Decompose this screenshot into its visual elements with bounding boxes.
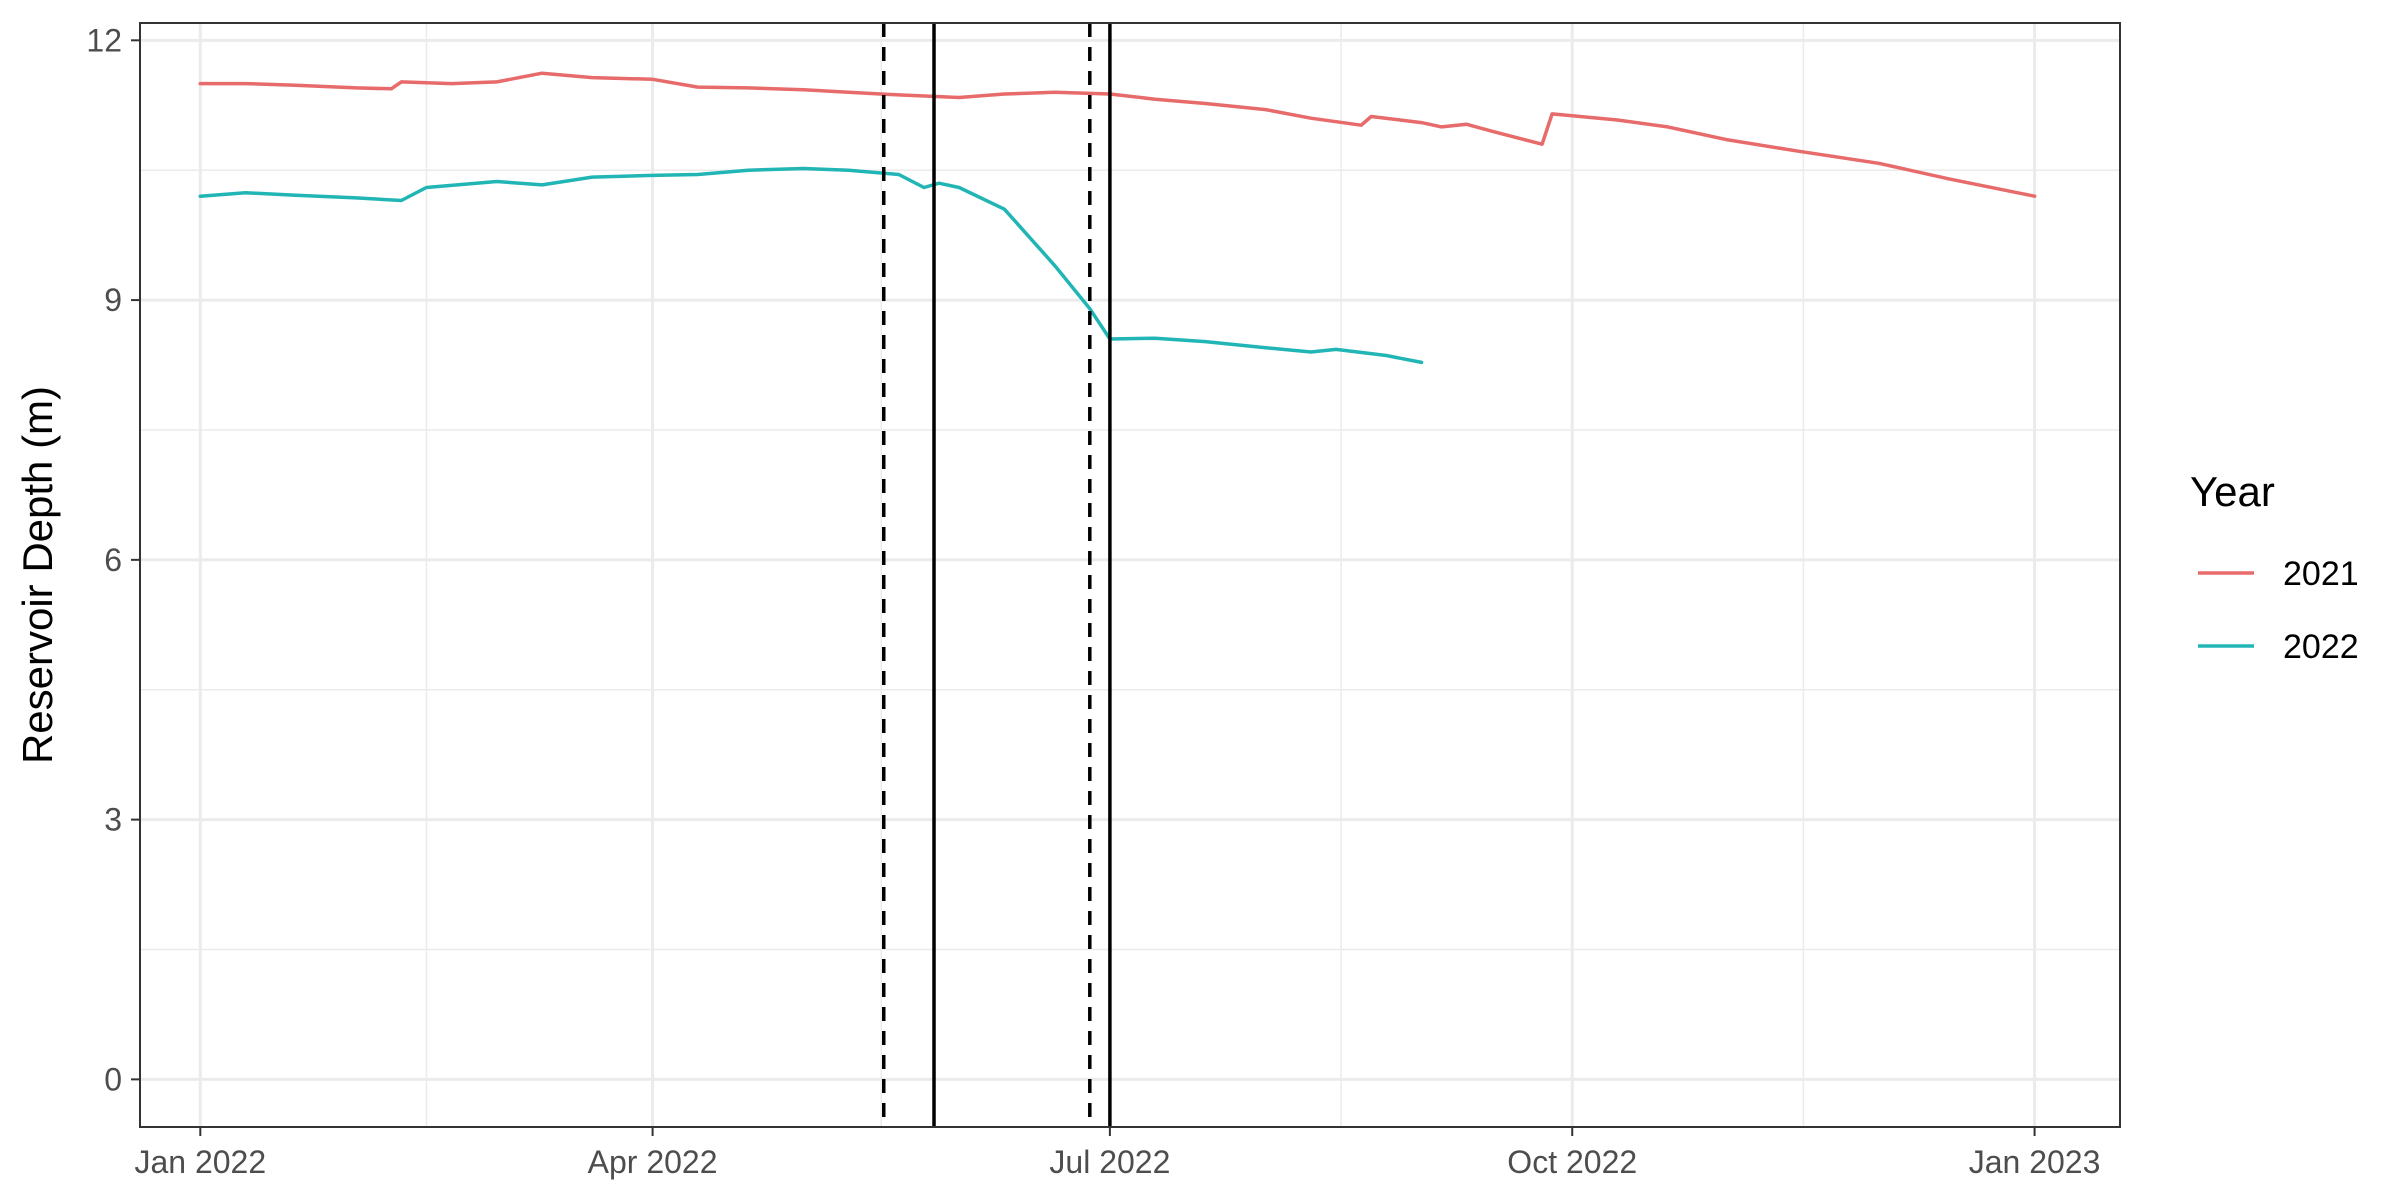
y-tick-label: 3 <box>104 802 122 838</box>
plot-panel <box>140 23 2120 1127</box>
y-tick-label: 9 <box>104 282 122 318</box>
legend-label-2022: 2022 <box>2283 628 2359 666</box>
y-tick-label: 6 <box>104 542 122 578</box>
reference-lines <box>882 23 1112 1127</box>
x-tick-label: Jan 2023 <box>1969 1144 2101 1180</box>
x-tick-label: Jan 2022 <box>134 1144 266 1180</box>
y-tick-label: 0 <box>104 1061 122 1097</box>
plot-border <box>139 22 2121 1128</box>
x-tick-label: Oct 2022 <box>1507 1144 1637 1180</box>
x-tick-label: Jul 2022 <box>1049 1144 1170 1180</box>
x-tick-label: Apr 2022 <box>588 1144 718 1180</box>
series-line-2022 <box>198 166 1424 365</box>
minor-gridlines <box>140 23 2120 1127</box>
y-axis-title: Reservoir Depth (m) <box>14 386 61 764</box>
legend-title: Year <box>2190 468 2275 515</box>
y-axis: 0 3 6 9 12 <box>86 22 140 1097</box>
y-tick-label: 12 <box>86 22 122 58</box>
legend-label-2021: 2021 <box>2283 555 2359 593</box>
legend: Year 2021 2022 <box>2190 468 2359 666</box>
x-axis: Jan 2022 Apr 2022 Jul 2022 Oct 2022 Jan 2023 <box>134 1127 2100 1180</box>
